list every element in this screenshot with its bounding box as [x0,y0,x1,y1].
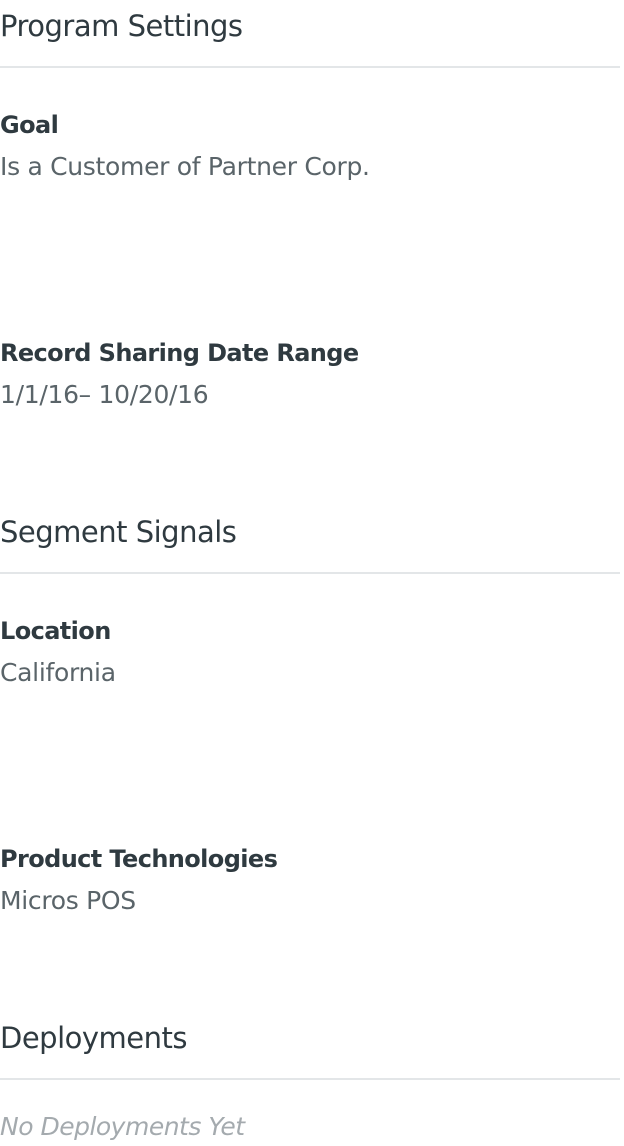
deployments-title: Deployments [0,1021,188,1055]
no-deployments-message: No Deployments Yet [0,1112,245,1141]
product-technologies-value: Micros POS [0,886,136,915]
goal-value: Is a Customer of Partner Corp. [0,152,370,181]
location-value: California [0,658,116,687]
record-sharing-date-range-value: 1/1/16– 10/20/16 [0,380,209,409]
segment-signals-title: Segment Signals [0,515,237,549]
segment-signals-divider [0,572,620,574]
product-technologies-label: Product Technologies [0,845,278,873]
location-label: Location [0,617,111,645]
deployments-divider [0,1078,620,1080]
record-sharing-date-range-label: Record Sharing Date Range [0,339,359,367]
goal-label: Goal [0,111,59,139]
program-settings-divider [0,66,620,68]
program-settings-title: Program Settings [0,9,243,43]
